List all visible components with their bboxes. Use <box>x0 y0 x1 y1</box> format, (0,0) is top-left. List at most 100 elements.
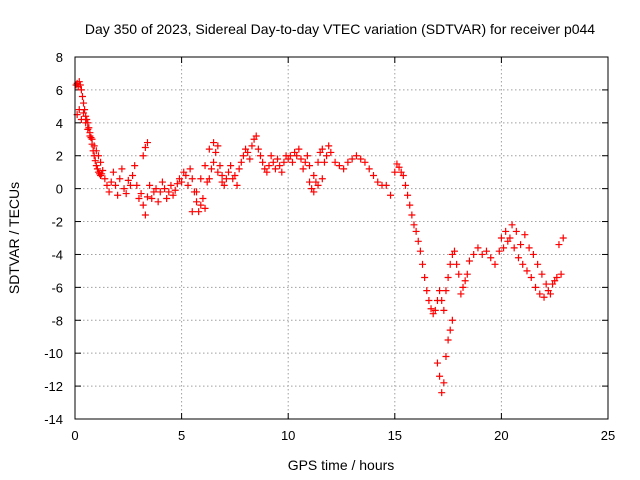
data-point <box>99 167 107 175</box>
data-point <box>139 152 147 160</box>
y-tick-labels: -14 -12 -10 -8 -6 -4 -2 0 2 4 6 8 <box>44 50 63 427</box>
data-point <box>112 181 120 189</box>
data-point <box>218 171 226 179</box>
data-point <box>365 165 373 173</box>
data-point <box>124 176 132 184</box>
data-point <box>431 306 439 314</box>
data-point <box>97 171 105 179</box>
data-point <box>506 234 514 242</box>
data-point <box>254 145 262 153</box>
data-point <box>527 273 535 281</box>
data-point <box>421 273 429 281</box>
data-point <box>109 168 117 176</box>
data-point <box>88 135 96 143</box>
y-tick-label: -8 <box>51 313 63 328</box>
data-point <box>131 162 139 170</box>
data-point <box>103 181 111 189</box>
data-point <box>274 155 282 163</box>
data-point <box>171 186 179 194</box>
data-point <box>214 168 222 176</box>
data-point <box>188 175 196 183</box>
data-point <box>348 155 356 163</box>
data-point <box>517 241 525 249</box>
data-point <box>408 211 416 219</box>
data-point <box>463 270 471 278</box>
data-point <box>222 175 230 183</box>
data-point <box>256 152 264 160</box>
data-point <box>197 175 205 183</box>
data-point <box>440 379 448 387</box>
data-point <box>195 208 203 216</box>
data-point <box>497 234 505 242</box>
data-point <box>555 241 563 249</box>
data-point <box>84 125 92 133</box>
data-point <box>75 106 83 114</box>
data-point <box>161 185 169 193</box>
data-point <box>529 250 537 258</box>
data-point <box>425 297 433 305</box>
x-tick-label: 20 <box>494 428 508 443</box>
data-point <box>502 227 510 235</box>
data-point <box>212 148 220 156</box>
data-point <box>199 195 207 203</box>
data-point <box>357 155 365 163</box>
data-point <box>438 297 446 305</box>
data-point <box>395 163 403 171</box>
data-point <box>201 162 209 170</box>
data-point <box>207 165 215 173</box>
data-point <box>303 152 311 160</box>
data-point <box>193 198 201 206</box>
data-point <box>178 178 186 186</box>
data-point <box>141 211 149 219</box>
data-point <box>444 273 452 281</box>
data-point <box>239 152 247 160</box>
data-point <box>246 155 254 163</box>
data-point <box>401 181 409 189</box>
data-point <box>491 260 499 268</box>
data-point <box>427 305 435 313</box>
data-point <box>120 185 128 193</box>
data-point <box>340 165 348 173</box>
data-point <box>352 152 360 160</box>
data-point <box>237 158 245 166</box>
data-point <box>318 145 326 153</box>
data-point <box>91 157 99 165</box>
y-tick-label: -2 <box>51 215 63 230</box>
data-point <box>549 280 557 288</box>
data-point <box>152 185 160 193</box>
data-point <box>214 142 222 150</box>
data-point <box>369 171 377 179</box>
data-point <box>327 148 335 156</box>
data-point <box>263 168 271 176</box>
data-point <box>444 336 452 344</box>
data-point <box>184 181 192 189</box>
data-point <box>410 221 418 229</box>
data-point <box>173 180 181 188</box>
data-point <box>519 260 527 268</box>
data-point <box>406 201 414 209</box>
data-point <box>361 158 369 166</box>
data-point <box>101 175 109 183</box>
x-tick-label: 10 <box>281 428 295 443</box>
y-tick-label: 6 <box>56 83 63 98</box>
data-point <box>510 244 518 252</box>
data-point <box>382 181 390 189</box>
data-point <box>76 81 84 89</box>
data-point <box>126 181 134 189</box>
data-point <box>544 287 552 295</box>
axis-ticks <box>74 56 609 420</box>
data-point <box>163 195 171 203</box>
data-point <box>442 352 450 360</box>
data-points <box>72 78 567 397</box>
data-point <box>344 158 352 166</box>
data-point <box>482 247 490 255</box>
data-point <box>137 190 145 198</box>
data-point <box>87 134 95 142</box>
data-point <box>525 244 533 252</box>
data-point <box>436 372 444 380</box>
data-point <box>252 132 260 140</box>
data-point <box>299 165 307 173</box>
data-point <box>267 152 275 160</box>
data-point <box>559 234 567 242</box>
data-point <box>514 254 522 262</box>
